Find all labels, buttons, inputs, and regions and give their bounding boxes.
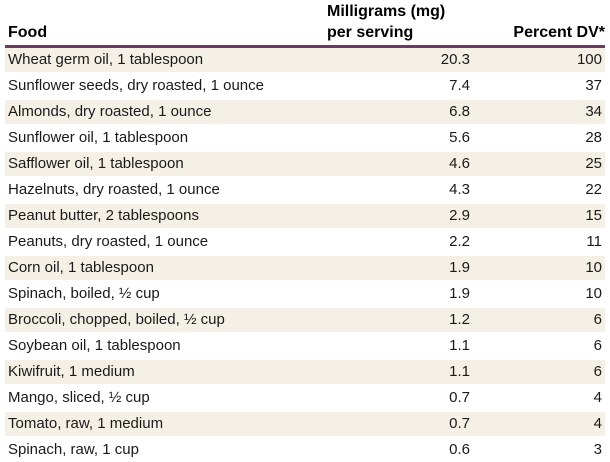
food-cell: Corn oil, 1 tablespoon [5, 255, 327, 282]
dv-cell: 22 [475, 177, 605, 204]
food-cell: Peanuts, dry roasted, 1 ounce [5, 229, 327, 256]
table-row: Tomato, raw, 1 medium 0.7 4 [5, 411, 605, 438]
mg-cell: 1.2 [327, 307, 475, 334]
dv-cell: 25 [475, 151, 605, 178]
mg-cell: 1.1 [327, 359, 475, 386]
column-header-milligrams: Milligrams (mg) per serving [327, 0, 475, 48]
food-cell: Hazelnuts, dry roasted, 1 ounce [5, 177, 327, 204]
mg-cell: 20.3 [327, 46, 475, 74]
mg-cell: 7.4 [327, 73, 475, 100]
food-cell: Almonds, dry roasted, 1 ounce [5, 99, 327, 126]
table-row: Sunflower seeds, dry roasted, 1 ounce 7.4… [5, 73, 605, 100]
table-row: Safflower oil, 1 tablespoon 4.6 25 [5, 151, 605, 178]
column-header-milligrams-line1: Milligrams (mg) [327, 3, 446, 20]
dv-cell: 28 [475, 125, 605, 152]
mg-cell: 2.2 [327, 229, 475, 256]
food-cell: Sunflower seeds, dry roasted, 1 ounce [5, 73, 327, 100]
food-cell: Soybean oil, 1 tablespoon [5, 333, 327, 360]
dv-cell: 6 [475, 359, 605, 386]
mg-cell: 1.1 [327, 333, 475, 360]
column-header-food: Food [5, 0, 327, 48]
mg-cell: 0.7 [327, 385, 475, 412]
food-cell: Spinach, raw, 1 cup [5, 437, 327, 462]
dv-cell: 3 [475, 437, 605, 462]
dv-cell: 37 [475, 73, 605, 100]
table-row: Peanuts, dry roasted, 1 ounce 2.2 11 [5, 229, 605, 256]
table-row: Mango, sliced, ½ cup 0.7 4 [5, 385, 605, 412]
mg-cell: 4.6 [327, 151, 475, 178]
mg-cell: 5.6 [327, 125, 475, 152]
food-cell: Broccoli, chopped, boiled, ½ cup [5, 307, 327, 334]
mg-cell: 2.9 [327, 203, 475, 230]
mg-cell: 0.6 [327, 437, 475, 462]
dv-cell: 34 [475, 99, 605, 126]
dv-cell: 15 [475, 203, 605, 230]
dv-cell: 11 [475, 229, 605, 256]
column-header-percent-dv: Percent DV* [475, 0, 605, 48]
table-row: Corn oil, 1 tablespoon 1.9 10 [5, 255, 605, 282]
dv-cell: 10 [475, 255, 605, 282]
mg-cell: 4.3 [327, 177, 475, 204]
dv-cell: 100 [475, 46, 605, 74]
dv-cell: 4 [475, 411, 605, 438]
mg-cell: 1.9 [327, 281, 475, 308]
dv-cell: 6 [475, 307, 605, 334]
table-row: Soybean oil, 1 tablespoon 1.1 6 [5, 333, 605, 360]
food-cell: Mango, sliced, ½ cup [5, 385, 327, 412]
table-row: Hazelnuts, dry roasted, 1 ounce 4.3 22 [5, 177, 605, 204]
dv-cell: 4 [475, 385, 605, 412]
header-row: Food Milligrams (mg) per serving Percent… [5, 0, 605, 48]
table-row: Sunflower oil, 1 tablespoon 5.6 28 [5, 125, 605, 152]
column-header-milligrams-line2: per serving [327, 24, 414, 41]
food-cell: Spinach, boiled, ½ cup [5, 281, 327, 308]
table-row: Spinach, boiled, ½ cup 1.9 10 [5, 281, 605, 308]
table-row: Almonds, dry roasted, 1 ounce 6.8 34 [5, 99, 605, 126]
food-cell: Sunflower oil, 1 tablespoon [5, 125, 327, 152]
food-cell: Safflower oil, 1 tablespoon [5, 151, 327, 178]
dv-cell: 10 [475, 281, 605, 308]
mg-cell: 1.9 [327, 255, 475, 282]
food-cell: Wheat germ oil, 1 tablespoon [5, 46, 327, 74]
table-row: Peanut butter, 2 tablespoons 2.9 15 [5, 203, 605, 230]
dv-cell: 6 [475, 333, 605, 360]
mg-cell: 6.8 [327, 99, 475, 126]
table-row: Kiwifruit, 1 medium 1.1 6 [5, 359, 605, 386]
mg-cell: 0.7 [327, 411, 475, 438]
table-row: Broccoli, chopped, boiled, ½ cup 1.2 6 [5, 307, 605, 334]
vitamin-e-table: Food Milligrams (mg) per serving Percent… [5, 0, 605, 462]
table-header: Food Milligrams (mg) per serving Percent… [5, 0, 605, 48]
food-cell: Kiwifruit, 1 medium [5, 359, 327, 386]
food-cell: Peanut butter, 2 tablespoons [5, 203, 327, 230]
food-cell: Tomato, raw, 1 medium [5, 411, 327, 438]
table-body: Wheat germ oil, 1 tablespoon 20.3 100 Sunfl… [5, 46, 605, 462]
table-row: Wheat germ oil, 1 tablespoon 20.3 100 [5, 46, 605, 74]
table-row: Spinach, raw, 1 cup 0.6 3 [5, 437, 605, 462]
